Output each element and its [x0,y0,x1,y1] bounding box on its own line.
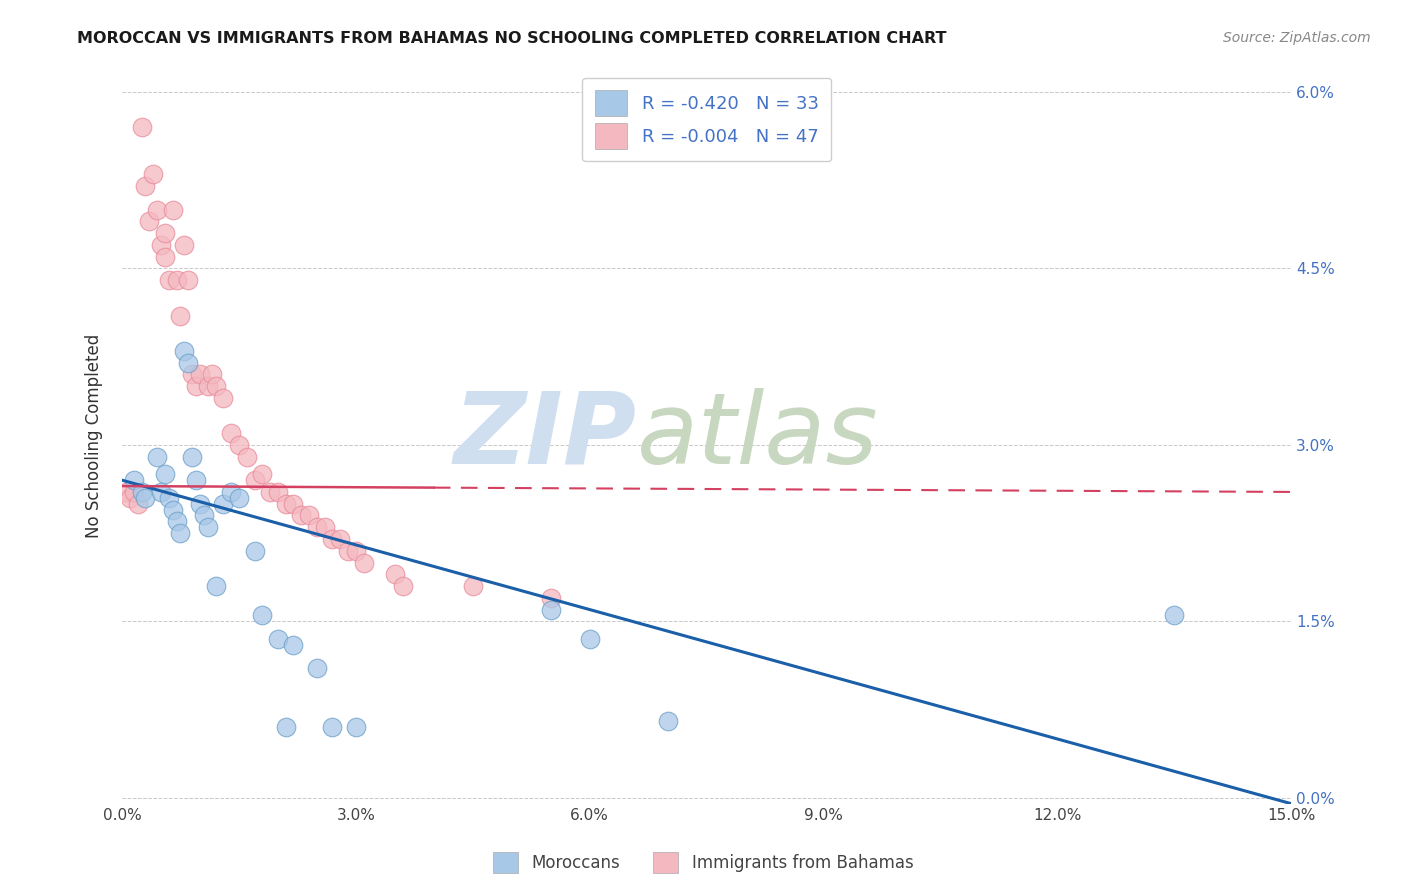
Point [314,520,336,534]
Point [267,484,290,499]
Point [298,508,321,523]
Point [188,497,211,511]
Point [252,467,274,482]
Point [181,368,204,382]
Point [252,608,274,623]
Point [150,484,173,499]
Legend: R = -0.420   N = 33, R = -0.004   N = 47: R = -0.420 N = 33, R = -0.004 N = 47 [582,78,831,161]
Point [274,497,297,511]
Point [219,484,242,499]
Point [228,491,250,505]
Point [184,473,207,487]
Point [181,450,204,464]
Legend: Moroccans, Immigrants from Bahamas: Moroccans, Immigrants from Bahamas [486,846,920,880]
Point [166,273,188,287]
Point [153,226,176,240]
Point [305,661,328,675]
Point [162,202,184,217]
Point [283,638,305,652]
Point [177,355,200,369]
Point [344,720,367,734]
Point [115,484,138,499]
Point [305,520,328,534]
Point [321,532,343,546]
Point [243,543,266,558]
Point [274,720,297,734]
Point [146,450,169,464]
Point [540,591,562,605]
Point [219,426,242,441]
Point [235,450,257,464]
Point [290,508,312,523]
Point [197,520,219,534]
Point [131,120,153,135]
Point [150,238,173,252]
Text: Source: ZipAtlas.com: Source: ZipAtlas.com [1223,31,1371,45]
Point [153,250,176,264]
Point [193,508,215,523]
Point [173,238,195,252]
Point [173,343,195,358]
Point [169,526,191,541]
Point [344,543,367,558]
Point [657,714,679,729]
Point [138,214,160,228]
Point [321,720,343,734]
Point [169,309,191,323]
Point [188,368,211,382]
Point [204,379,226,393]
Point [353,556,375,570]
Point [461,579,484,593]
Point [1163,608,1185,623]
Point [337,543,360,558]
Text: MOROCCAN VS IMMIGRANTS FROM BAHAMAS NO SCHOOLING COMPLETED CORRELATION CHART: MOROCCAN VS IMMIGRANTS FROM BAHAMAS NO S… [77,31,946,46]
Point [153,467,176,482]
Point [157,491,180,505]
Text: atlas: atlas [637,387,877,484]
Point [578,632,600,646]
Point [384,567,406,582]
Point [131,484,153,499]
Point [184,379,207,393]
Point [228,438,250,452]
Point [267,632,290,646]
Point [391,579,413,593]
Point [212,391,235,405]
Point [197,379,219,393]
Point [134,491,156,505]
Point [259,484,281,499]
Point [283,497,305,511]
Point [122,484,145,499]
Point [243,473,266,487]
Y-axis label: No Schooling Completed: No Schooling Completed [86,334,103,538]
Point [329,532,352,546]
Point [118,491,141,505]
Point [142,167,165,181]
Point [134,179,156,194]
Point [166,514,188,528]
Point [146,202,169,217]
Point [177,273,200,287]
Point [157,273,180,287]
Point [540,602,562,616]
Text: ZIP: ZIP [453,387,637,484]
Point [204,579,226,593]
Point [122,473,145,487]
Point [212,497,235,511]
Point [162,502,184,516]
Point [201,368,224,382]
Point [127,497,149,511]
